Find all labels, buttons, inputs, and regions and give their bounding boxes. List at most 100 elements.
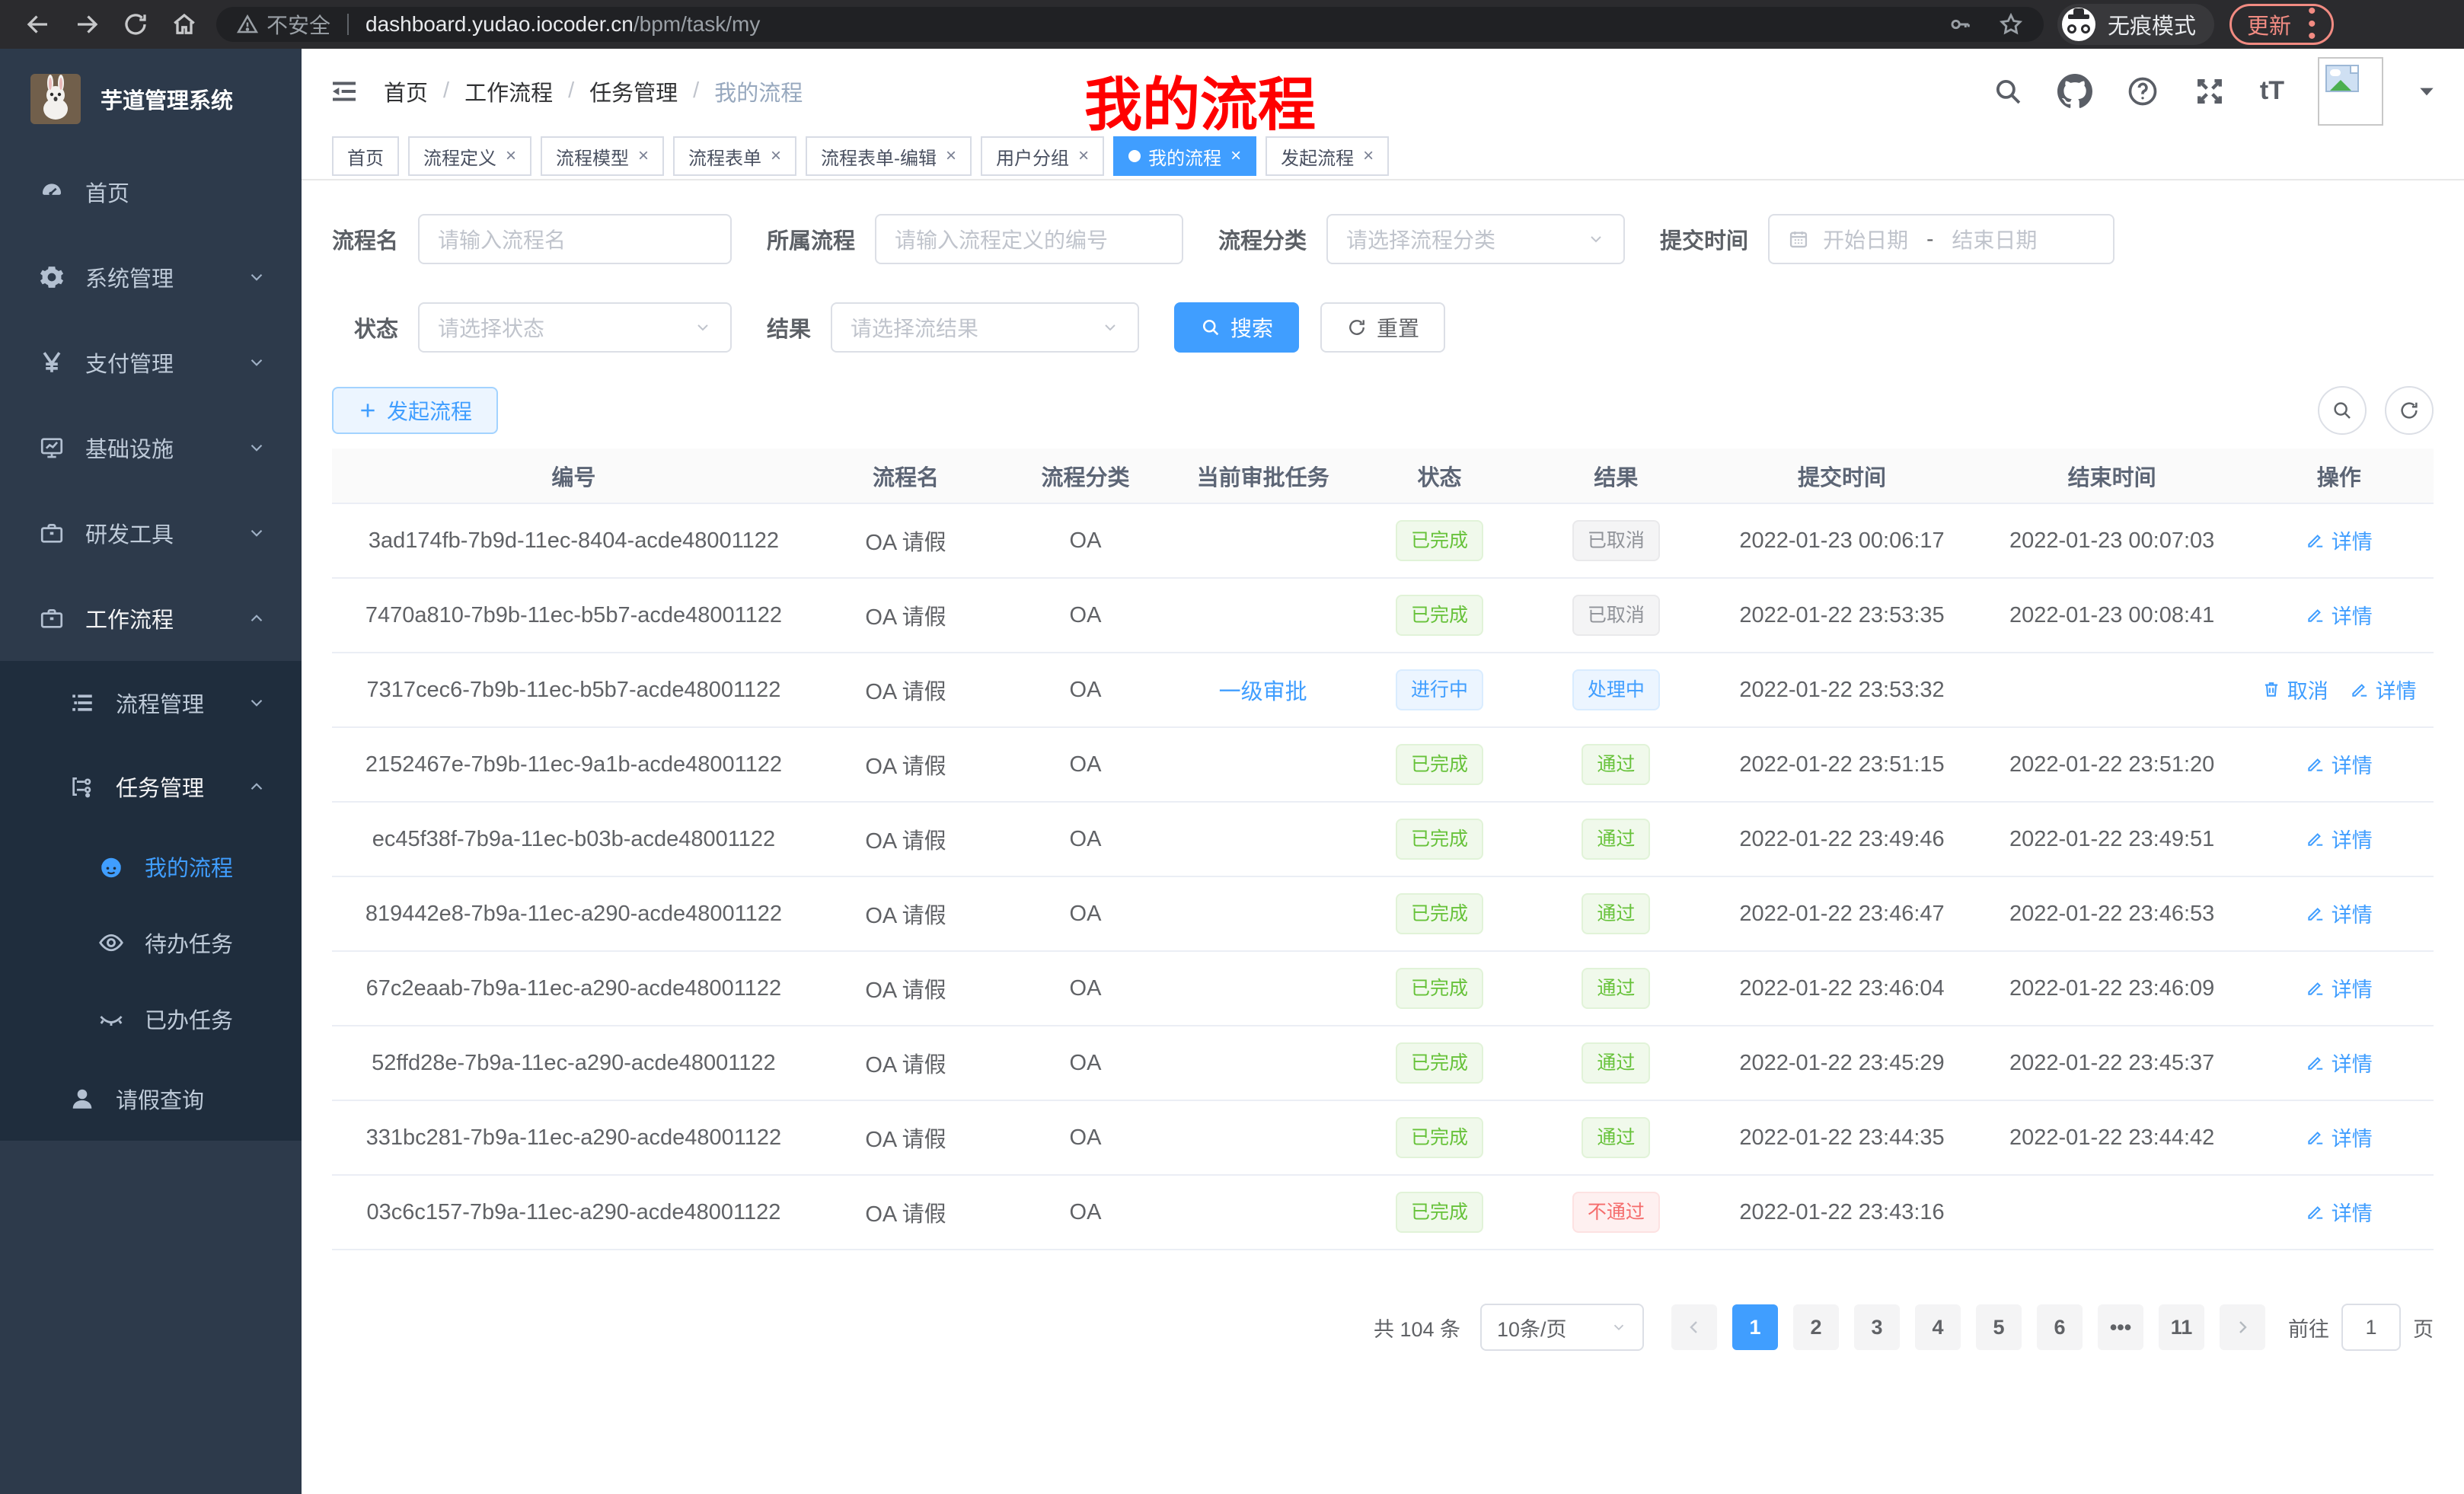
search-icon[interactable] bbox=[1992, 75, 2024, 107]
font-size-icon[interactable]: tT bbox=[2259, 76, 2284, 105]
bookmark-star-icon[interactable] bbox=[1998, 11, 2024, 37]
page-button-2[interactable]: 2 bbox=[1793, 1304, 1839, 1350]
cell-result: 处理中 bbox=[1527, 653, 1705, 728]
page-button-6[interactable]: 6 bbox=[2037, 1304, 2083, 1350]
action-detail-link[interactable]: 详情 bbox=[2306, 824, 2373, 854]
tab-label: 发起流程 bbox=[1281, 148, 1355, 169]
key-icon[interactable] bbox=[1948, 12, 1972, 37]
sidebar-item-4[interactable]: 研发工具 bbox=[0, 490, 302, 576]
tab-2[interactable]: 流程模型 × bbox=[541, 136, 665, 176]
process-definition-input[interactable]: 请输入流程定义的编号 bbox=[875, 214, 1184, 264]
prev-page-button[interactable] bbox=[1671, 1304, 1717, 1350]
cell-category: OA bbox=[996, 653, 1175, 728]
result-badge: 已取消 bbox=[1572, 595, 1660, 636]
action-detail-link[interactable]: 详情 bbox=[2306, 899, 2373, 928]
action-detail-link[interactable]: 详情 bbox=[2306, 1048, 2373, 1077]
tab-3[interactable]: 流程表单 × bbox=[673, 136, 797, 176]
cell-submit-time: 2022-01-22 23:51:15 bbox=[1704, 727, 1980, 803]
cell-name: OA 请假 bbox=[815, 1100, 997, 1176]
back-icon[interactable] bbox=[24, 11, 52, 38]
breadcrumb-workflow[interactable]: 工作流程 bbox=[464, 81, 554, 106]
page-button-1[interactable]: 1 bbox=[1732, 1304, 1778, 1350]
action-detail-link[interactable]: 详情 bbox=[2306, 973, 2373, 1003]
refresh-icon[interactable] bbox=[2385, 386, 2434, 435]
security-label: 不安全 bbox=[267, 14, 331, 37]
close-icon[interactable]: × bbox=[638, 145, 650, 166]
home-icon[interactable] bbox=[171, 11, 198, 38]
close-icon[interactable]: × bbox=[1078, 145, 1090, 166]
more-pages-button[interactable]: ••• bbox=[2098, 1304, 2143, 1350]
sidebar-item-10[interactable]: 已办任务 bbox=[0, 981, 302, 1057]
action-detail-link[interactable]: 详情 bbox=[2306, 525, 2373, 555]
result-select[interactable]: 请选择流结果 bbox=[831, 302, 1140, 353]
tab-4[interactable]: 流程表单-编辑 × bbox=[806, 136, 972, 176]
reload-icon[interactable] bbox=[122, 11, 149, 38]
tab-0[interactable]: 首页 bbox=[332, 136, 399, 176]
close-icon[interactable]: × bbox=[1230, 145, 1242, 166]
sidebar-item-5[interactable]: 工作流程 bbox=[0, 576, 302, 661]
page-button-5[interactable]: 5 bbox=[1976, 1304, 2022, 1350]
action-detail-link[interactable]: 详情 bbox=[2306, 749, 2373, 779]
pencil-icon bbox=[2306, 754, 2325, 774]
cell-actions: 详情 bbox=[2244, 802, 2434, 877]
action-detail-link[interactable]: 详情 bbox=[2306, 600, 2373, 630]
action-detail-link[interactable]: 详情 bbox=[2306, 1197, 2373, 1227]
github-icon[interactable] bbox=[2057, 73, 2092, 109]
chevron-down-icon[interactable] bbox=[2417, 81, 2437, 101]
address-bar[interactable]: 不安全 dashboard.yudao.iocoder.cn/bpm/task/… bbox=[216, 7, 2044, 42]
page-button-4[interactable]: 4 bbox=[1915, 1304, 1961, 1350]
eye-closed-icon bbox=[97, 1005, 125, 1033]
category-select[interactable]: 请选择流程分类 bbox=[1326, 214, 1626, 264]
result-badge: 通过 bbox=[1581, 893, 1651, 934]
next-page-button[interactable] bbox=[2220, 1304, 2265, 1350]
tab-7[interactable]: 发起流程 × bbox=[1266, 136, 1390, 176]
sidebar-item-1[interactable]: 系统管理 bbox=[0, 235, 302, 320]
help-icon[interactable] bbox=[2126, 75, 2159, 108]
action-detail-link[interactable]: 详情 bbox=[2350, 675, 2417, 704]
date-range-picker[interactable]: 开始日期 - 结束日期 bbox=[1768, 214, 2115, 264]
action-cancel-link[interactable]: 取消 bbox=[2261, 675, 2328, 704]
sidebar-item-0[interactable]: 首页 bbox=[0, 149, 302, 235]
tab-1[interactable]: 流程定义 × bbox=[408, 136, 532, 176]
sidebar-item-3[interactable]: 基础设施 bbox=[0, 405, 302, 490]
tab-6[interactable]: 我的流程 × bbox=[1113, 136, 1257, 176]
forward-icon[interactable] bbox=[73, 11, 101, 38]
sidebar-item-9[interactable]: 待办任务 bbox=[0, 905, 302, 981]
sidebar-item-2[interactable]: 支付管理 bbox=[0, 320, 302, 405]
breadcrumb-task[interactable]: 任务管理 bbox=[589, 81, 678, 106]
close-icon[interactable]: × bbox=[771, 145, 782, 166]
page-button-11[interactable]: 11 bbox=[2159, 1304, 2204, 1350]
process-name-input[interactable]: 请输入流程名 bbox=[418, 214, 732, 264]
search-button[interactable]: 搜索 bbox=[1174, 302, 1300, 353]
cell-id: 2152467e-7b9b-11ec-9a1b-acde48001122 bbox=[332, 727, 815, 803]
update-button[interactable]: 更新 • • • bbox=[2229, 0, 2334, 49]
sidebar-item-8[interactable]: 我的流程 bbox=[0, 828, 302, 905]
browser-menu-icon[interactable]: • • • bbox=[2308, 0, 2316, 49]
sidebar-item-6[interactable]: 流程管理 bbox=[0, 661, 302, 745]
close-icon[interactable]: × bbox=[1363, 145, 1374, 166]
sidebar-item-11[interactable]: 请假查询 bbox=[0, 1057, 302, 1141]
close-icon[interactable]: × bbox=[506, 145, 517, 166]
status-select[interactable]: 请选择状态 bbox=[418, 302, 732, 353]
cell-category-text: OA bbox=[1069, 975, 1102, 1001]
sidebar-item-label: 我的流程 bbox=[145, 857, 234, 881]
cell-task-text[interactable]: 一级审批 bbox=[1218, 680, 1307, 704]
action-detail-link[interactable]: 详情 bbox=[2306, 1122, 2373, 1152]
sidebar-item-7[interactable]: 任务管理 bbox=[0, 745, 302, 828]
app-logo-row: 芋道管理系统 bbox=[0, 49, 302, 149]
page-button-3[interactable]: 3 bbox=[1854, 1304, 1900, 1350]
goto-page-input[interactable]: 1 bbox=[2341, 1304, 2401, 1351]
fullscreen-icon[interactable] bbox=[2193, 75, 2226, 108]
broken-image-icon bbox=[2325, 64, 2359, 92]
show-search-icon[interactable] bbox=[2318, 386, 2367, 435]
create-process-button[interactable]: 发起流程 bbox=[332, 387, 499, 434]
tab-5[interactable]: 用户分组 × bbox=[981, 136, 1105, 176]
collapse-sidebar-icon[interactable] bbox=[329, 76, 359, 107]
avatar[interactable] bbox=[2318, 56, 2383, 126]
reset-button[interactable]: 重置 bbox=[1320, 302, 1446, 353]
pencil-icon bbox=[2306, 530, 2325, 550]
close-icon[interactable]: × bbox=[946, 145, 957, 166]
security-warning[interactable]: 不安全 bbox=[236, 9, 330, 40]
breadcrumb-home[interactable]: 首页 bbox=[384, 81, 429, 106]
page-size-select[interactable]: 10条/页 bbox=[1480, 1304, 1644, 1351]
